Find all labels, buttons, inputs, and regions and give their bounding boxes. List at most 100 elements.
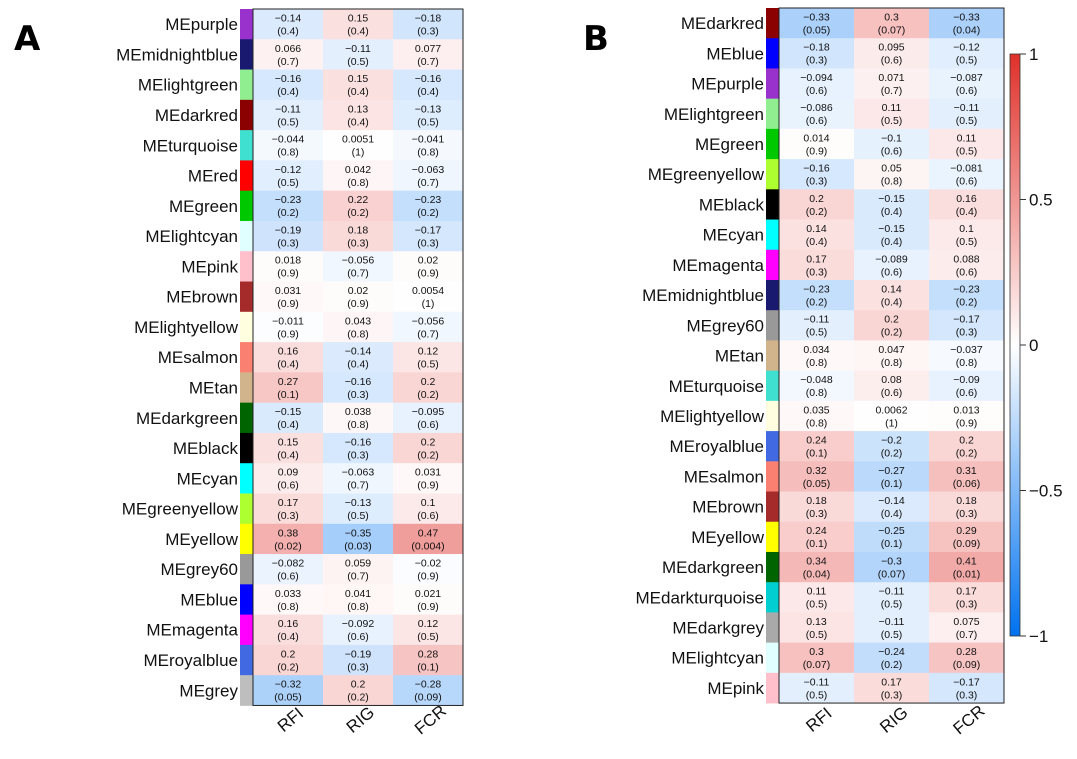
heatmap-cell <box>929 672 1005 704</box>
cell-pvalue: (0.2) <box>806 206 828 218</box>
cell-correlation: 0.11 <box>807 586 827 598</box>
cell-pvalue: (0.5) <box>806 327 828 339</box>
cell-correlation: −0.011 <box>272 315 304 327</box>
cell-correlation: −0.11 <box>345 43 371 55</box>
heatmap-cell <box>779 582 855 613</box>
cell-pvalue: (0.004) <box>411 540 444 552</box>
cell-pvalue: (0.05) <box>274 692 301 704</box>
cell-pvalue: (1) <box>352 147 365 159</box>
cell-correlation: 0.12 <box>418 346 439 358</box>
heatmap-cell <box>323 463 394 494</box>
cell-pvalue: (0.8) <box>277 147 299 159</box>
heatmap-cell <box>323 190 394 222</box>
heatmap-cell <box>393 9 464 40</box>
cell-pvalue: (0.3) <box>347 237 369 249</box>
cell-pvalue: (0.2) <box>417 389 439 401</box>
cell-pvalue: (0.6) <box>347 631 369 643</box>
row-label: MEsalmon <box>158 348 238 367</box>
heatmap-cell <box>929 279 1005 311</box>
cell-correlation: −0.044 <box>272 134 305 146</box>
cell-pvalue: (0.5) <box>956 145 978 157</box>
cell-pvalue: (0.1) <box>881 478 903 490</box>
heatmap-cell <box>854 128 930 160</box>
cell-pvalue: (0.5) <box>806 599 828 611</box>
cell-pvalue: (0.7) <box>277 56 299 68</box>
cell-correlation: −0.15 <box>878 223 905 235</box>
heatmap-cell <box>323 493 394 525</box>
heatmap-cell <box>253 554 324 585</box>
heatmap-cell <box>323 9 394 40</box>
heatmap-cell <box>323 69 394 101</box>
heatmap-cell <box>929 128 1005 160</box>
cell-correlation: 0.16 <box>278 346 299 358</box>
cell-pvalue: (0.6) <box>277 480 299 492</box>
cell-pvalue: (0.7) <box>347 571 369 583</box>
cell-correlation: 0.031 <box>415 467 441 479</box>
cell-correlation: 0.14 <box>806 223 827 235</box>
cell-correlation: −0.082 <box>272 558 305 570</box>
row-label: MEdarkred <box>681 14 764 33</box>
cell-correlation: 0.013 <box>953 404 979 416</box>
heatmap-cell <box>854 310 930 341</box>
cell-correlation: 0.47 <box>418 527 439 539</box>
cell-pvalue: (0.4) <box>277 419 299 431</box>
cell-correlation: 0.2 <box>281 648 296 660</box>
cell-pvalue: (0.3) <box>347 389 369 401</box>
cell-pvalue: (0.3) <box>417 237 439 249</box>
cell-pvalue: (0.3) <box>956 689 978 701</box>
cell-correlation: −0.037 <box>950 344 983 356</box>
cell-correlation: 0.05 <box>881 163 902 175</box>
cell-correlation: 0.12 <box>418 618 439 630</box>
cell-pvalue: (0.8) <box>347 328 369 340</box>
cell-correlation: −0.15 <box>878 193 905 205</box>
heatmap-cell <box>929 159 1005 190</box>
cell-pvalue: (0.9) <box>417 571 439 583</box>
heatmap-cell <box>393 130 464 161</box>
heatmap-cell <box>253 523 324 555</box>
cell-pvalue: (0.4) <box>881 206 903 218</box>
heatmap-cell <box>779 249 855 281</box>
cell-pvalue: (0.9) <box>277 298 299 310</box>
cell-correlation: 0.24 <box>806 525 827 537</box>
cell-correlation: 0.02 <box>418 255 439 267</box>
module-color-swatch <box>766 249 779 281</box>
cell-correlation: −0.24 <box>878 646 905 658</box>
cell-pvalue: (0.05) <box>803 25 830 37</box>
heatmap-cell <box>393 160 464 192</box>
cell-correlation: 0.034 <box>803 344 829 356</box>
heatmap-cell <box>393 372 464 404</box>
cell-correlation: −0.13 <box>415 103 442 115</box>
cell-pvalue: (0.6) <box>417 419 439 431</box>
heatmap-cell <box>393 190 464 222</box>
cell-pvalue: (0.1) <box>277 389 299 401</box>
module-color-swatch <box>240 311 253 343</box>
heatmap-cell <box>393 463 464 494</box>
cell-correlation: 0.0062 <box>875 404 907 416</box>
module-color-swatch <box>766 431 779 462</box>
row-label: MEbrown <box>692 498 764 517</box>
cell-pvalue: (0.3) <box>806 266 828 278</box>
cell-correlation: 0.16 <box>278 618 299 630</box>
heatmap-cell <box>253 675 324 706</box>
cell-pvalue: (0.07) <box>878 568 905 580</box>
cell-correlation: 0.3 <box>884 12 899 24</box>
cell-pvalue: (0.3) <box>277 237 299 249</box>
cell-correlation: 0.071 <box>878 72 904 84</box>
heatmap-cell <box>929 582 1005 613</box>
heatmap-cell <box>854 521 930 553</box>
cell-correlation: 0.15 <box>348 13 369 25</box>
module-color-swatch <box>240 463 253 494</box>
module-color-swatch <box>766 279 779 311</box>
cell-correlation: 0.32 <box>806 465 827 477</box>
cell-correlation: −0.11 <box>879 616 905 628</box>
heatmap-cell <box>323 554 394 585</box>
module-color-swatch <box>240 402 253 434</box>
heatmap-cell <box>854 189 930 220</box>
heatmap-cell <box>854 8 930 39</box>
module-color-swatch <box>240 160 253 192</box>
module-color-swatch <box>766 400 779 432</box>
cell-pvalue: (0.5) <box>277 177 299 189</box>
row-label: MEgreenyellow <box>122 500 239 519</box>
module-color-swatch <box>240 190 253 222</box>
heatmap-cell <box>253 463 324 494</box>
